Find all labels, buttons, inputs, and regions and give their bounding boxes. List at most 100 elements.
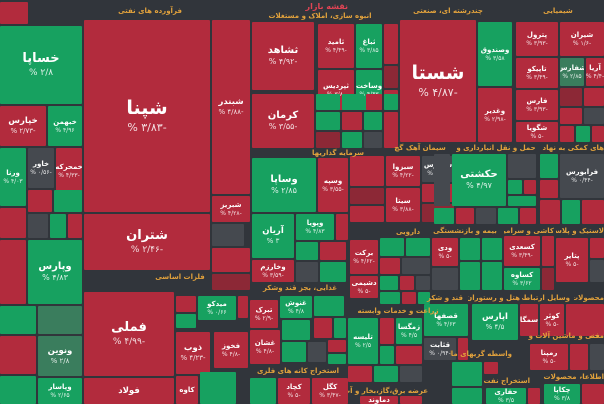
filler-tile[interactable] (316, 94, 340, 110)
filler-tile[interactable] (582, 384, 604, 404)
filler-tile[interactable] (452, 388, 482, 404)
filler-tile[interactable] (560, 88, 582, 106)
filler-tile[interactable] (212, 248, 250, 272)
stock-tile[interactable]: ونوین ۲/۸ % (38, 336, 82, 376)
stock-tile[interactable]: تبرک -۲/۹ % (250, 300, 278, 328)
filler-tile[interactable] (402, 292, 416, 304)
filler-tile[interactable] (452, 362, 482, 386)
stock-tile[interactable]: وپارس ۴/۸۳ % (28, 240, 82, 304)
filler-tile[interactable] (582, 200, 604, 224)
stock-tile[interactable]: خمحرکه -۴/۳۳ % (56, 148, 82, 194)
filler-tile[interactable] (560, 126, 574, 142)
filler-tile[interactable] (456, 208, 474, 224)
stock-tile[interactable]: قثابت -۰/۹۴ % (424, 338, 456, 360)
stock-tile[interactable]: شستا -۴/۸۷ % (400, 20, 476, 142)
filler-tile[interactable] (28, 214, 48, 238)
filler-tile[interactable] (400, 276, 414, 290)
stock-tile[interactable]: خاور -۰/۵۶ % (28, 148, 54, 188)
stock-tile[interactable]: زمگسا ۴/۵ % (396, 318, 422, 344)
filler-tile[interactable] (350, 188, 384, 204)
filler-tile[interactable] (384, 112, 398, 148)
stock-tile[interactable]: میدکو ۰/۶۶ % (198, 296, 236, 320)
filler-tile[interactable] (406, 238, 430, 256)
filler-tile[interactable] (416, 276, 430, 290)
filler-tile[interactable] (540, 154, 558, 178)
stock-tile[interactable]: پترول -۳/۹۳ % (516, 22, 558, 56)
filler-tile[interactable] (50, 214, 66, 238)
filler-tile[interactable] (0, 336, 36, 374)
filler-tile[interactable] (460, 262, 480, 290)
filler-tile[interactable] (334, 318, 346, 338)
stock-tile[interactable]: شبندر -۴/۸۸ % (212, 20, 250, 194)
filler-tile[interactable] (316, 132, 340, 148)
filler-tile[interactable] (540, 200, 560, 224)
filler-tile[interactable] (350, 206, 384, 222)
filler-tile[interactable] (590, 238, 604, 258)
stock-tile[interactable]: کگل -۳/۴۷ % (312, 378, 348, 404)
filler-tile[interactable] (542, 268, 554, 290)
stock-tile[interactable]: فملی -۴/۹۹ % (84, 292, 174, 376)
filler-tile[interactable] (402, 258, 430, 274)
filler-tile[interactable] (380, 238, 404, 256)
filler-tile[interactable] (308, 342, 326, 362)
stock-tile[interactable]: وخارزم -۳/۵۹ % (252, 260, 294, 282)
filler-tile[interactable] (592, 126, 604, 142)
filler-tile[interactable] (238, 296, 248, 318)
stock-tile[interactable]: شیران -۱/۶ % (560, 22, 604, 56)
filler-tile[interactable] (562, 200, 580, 224)
filler-tile[interactable] (316, 112, 340, 130)
filler-tile[interactable] (458, 338, 468, 360)
stock-tile[interactable]: حفاری ۳/۵ % (486, 388, 526, 404)
stock-tile[interactable]: ثامید -۴/۴۹ % (318, 24, 354, 68)
filler-tile[interactable] (508, 154, 536, 178)
stock-tile[interactable]: ودی -۵ % (432, 238, 458, 266)
filler-tile[interactable] (28, 190, 52, 212)
stock-tile[interactable]: کچاد -۵ % (278, 378, 310, 404)
stock-tile[interactable]: خبهمن ۴/۹۶ % (48, 106, 82, 146)
filler-tile[interactable] (0, 240, 26, 304)
stock-tile[interactable]: فولاد (84, 378, 174, 404)
filler-tile[interactable] (374, 366, 398, 382)
filler-tile[interactable] (400, 366, 422, 382)
filler-tile[interactable] (176, 314, 196, 328)
stock-tile[interactable]: خساپا ۲/۸ % (0, 26, 82, 104)
filler-tile[interactable] (418, 292, 430, 304)
filler-tile[interactable] (384, 24, 398, 64)
filler-tile[interactable] (200, 372, 236, 404)
filler-tile[interactable] (380, 318, 394, 344)
stock-tile[interactable]: سمگا (520, 304, 538, 336)
filler-tile[interactable] (590, 260, 604, 282)
stock-tile[interactable]: شگویا -۵ % (516, 122, 558, 142)
filler-tile[interactable] (366, 94, 382, 110)
stock-tile[interactable]: شتران -۲/۴۶ % (84, 214, 210, 270)
stock-tile[interactable]: دماوند (360, 396, 398, 404)
stock-tile[interactable]: تلیسه ۲/۵ % (348, 318, 378, 364)
stock-tile[interactable]: کساوه ۳/۶۲ % (504, 268, 540, 290)
filler-tile[interactable] (460, 238, 480, 260)
filler-tile[interactable] (0, 306, 36, 334)
stock-tile[interactable]: فخوز -۴/۸ % (214, 332, 248, 368)
filler-tile[interactable] (380, 258, 400, 274)
filler-tile[interactable] (434, 208, 454, 224)
filler-tile[interactable] (508, 180, 522, 194)
filler-tile[interactable] (350, 156, 384, 186)
filler-tile[interactable] (432, 268, 458, 290)
stock-tile[interactable]: تاپیکو -۳/۴۹ % (516, 58, 558, 88)
filler-tile[interactable] (342, 94, 364, 110)
filler-tile[interactable] (524, 180, 536, 194)
filler-tile[interactable] (396, 346, 422, 364)
stock-tile[interactable]: ثباغ ۳/۸۵ % (356, 24, 382, 68)
stock-tile[interactable]: دشیمی -۵ % (350, 276, 378, 298)
filler-tile[interactable] (250, 378, 276, 404)
filler-tile[interactable] (384, 94, 398, 110)
stock-tile[interactable]: رمپنا -۵ % (530, 344, 568, 370)
filler-tile[interactable] (328, 354, 346, 364)
filler-tile[interactable] (476, 208, 496, 224)
filler-tile[interactable] (520, 208, 536, 224)
filler-tile[interactable] (68, 214, 82, 238)
stock-tile[interactable]: شبریز -۴/۲۸ % (212, 196, 250, 222)
filler-tile[interactable] (336, 214, 348, 240)
stock-tile[interactable]: شپنا -۳/۸۳ % (84, 20, 210, 212)
filler-tile[interactable] (482, 238, 502, 260)
stock-tile[interactable]: سبزوا -۴/۲۲ % (386, 156, 420, 186)
